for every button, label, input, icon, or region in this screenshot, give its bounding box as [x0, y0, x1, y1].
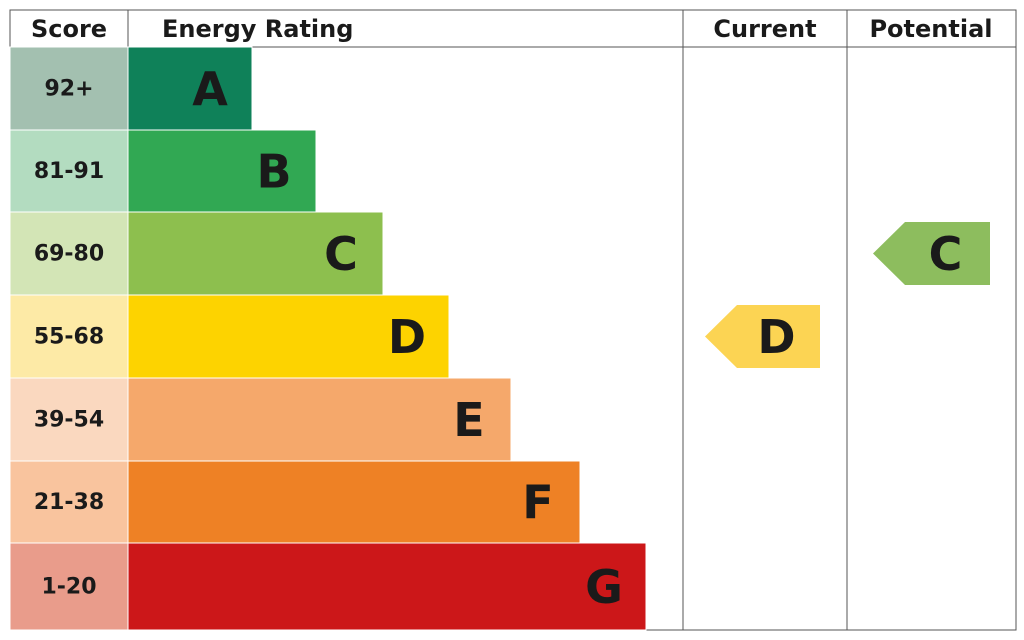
score-label: 1-20: [41, 575, 96, 600]
header-score: Score: [31, 15, 107, 43]
rating-letter: F: [522, 476, 553, 530]
score-cell: [9, 460, 129, 544]
rating-bar: [127, 377, 512, 462]
potential-letter: C: [929, 227, 963, 281]
rating-letter: B: [256, 145, 291, 199]
rating-letter: D: [388, 310, 426, 364]
score-label: 92+: [44, 77, 93, 102]
score-cell: [9, 211, 129, 296]
rating-bar: [127, 129, 317, 213]
rating-letter: G: [585, 560, 623, 614]
score-label: 21-38: [34, 490, 104, 515]
rating-letter: E: [453, 393, 484, 447]
header-rating: Energy Rating: [162, 15, 353, 43]
score-label: 69-80: [34, 242, 104, 267]
score-label: 81-91: [34, 159, 104, 184]
rating-bar: [127, 460, 581, 544]
current-letter: D: [757, 310, 795, 364]
score-label: 39-54: [34, 408, 104, 433]
score-cell: [9, 129, 129, 213]
rating-letter: C: [324, 227, 358, 281]
rating-bar: [127, 211, 384, 296]
current-arrow: [705, 305, 820, 368]
rating-letter: A: [192, 62, 228, 116]
score-cell: [9, 377, 129, 462]
potential-arrow: [873, 222, 990, 285]
header-potential: Potential: [869, 15, 992, 43]
score-cell: [9, 542, 129, 631]
rating-bar: [127, 46, 253, 131]
rating-bar: [127, 542, 647, 631]
score-label: 55-68: [34, 325, 104, 350]
rating-bar: [127, 294, 450, 379]
header-current: Current: [713, 15, 816, 43]
